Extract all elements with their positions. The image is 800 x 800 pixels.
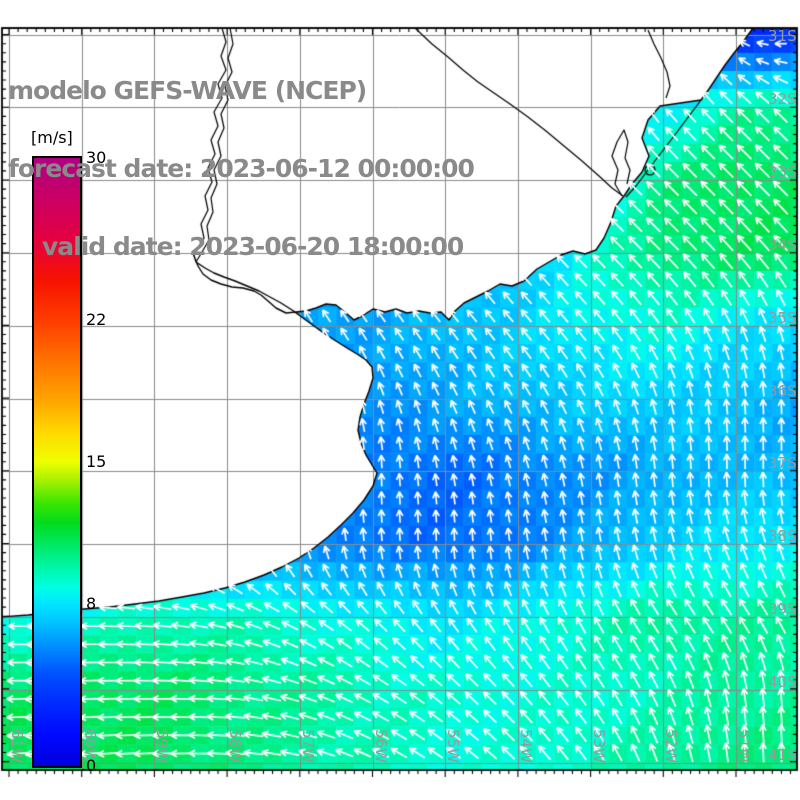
lat-label: 37S [768, 454, 797, 473]
lat-label: 39S [768, 600, 797, 618]
lon-label: 51W [735, 729, 753, 763]
lat-label: 32S [768, 90, 797, 109]
lon-label: 58W [226, 729, 245, 763]
colorbar-tick-label: 15 [86, 452, 107, 471]
lat-label: 34S [768, 236, 797, 254]
valid-date-label: valid date: 2023-06-20 18:00:00 [42, 232, 464, 261]
lon-label: 57W [298, 729, 317, 763]
lon-label: 53W [589, 729, 608, 763]
colorbar-tick-label: 0 [86, 756, 97, 775]
lon-label: 59W [153, 729, 172, 763]
lat-label: 38S [768, 527, 797, 546]
lat-label: 40S [768, 672, 797, 691]
lat-label: 33S [768, 163, 797, 182]
colorbar-unit-label: [m/s] [31, 128, 73, 147]
lon-label: 54W [516, 729, 535, 763]
lat-label: 36S [768, 381, 797, 400]
colorbar-tick-label: 8 [86, 593, 97, 613]
lon-label: 52W [662, 729, 681, 763]
lon-label: 55W [444, 729, 463, 763]
lon-label: 56W [371, 729, 390, 763]
lat-label: 31S [768, 27, 797, 45]
lat-label: 35S [768, 308, 797, 327]
colorbar-tick-label: 22 [86, 310, 107, 330]
map-title-block: modelo GEFS-WAVE (NCEP) forecast date: 2… [8, 26, 475, 312]
colorbar-tick-label: 30 [86, 148, 107, 167]
forecast-date-label: forecast date: 2023-06-12 00:00:00 [8, 154, 475, 183]
colorbar-gradient [32, 156, 82, 768]
lat-label: 41S [768, 745, 797, 764]
model-title: modelo GEFS-WAVE (NCEP) [8, 76, 367, 105]
lon-label: 61W [8, 729, 26, 763]
